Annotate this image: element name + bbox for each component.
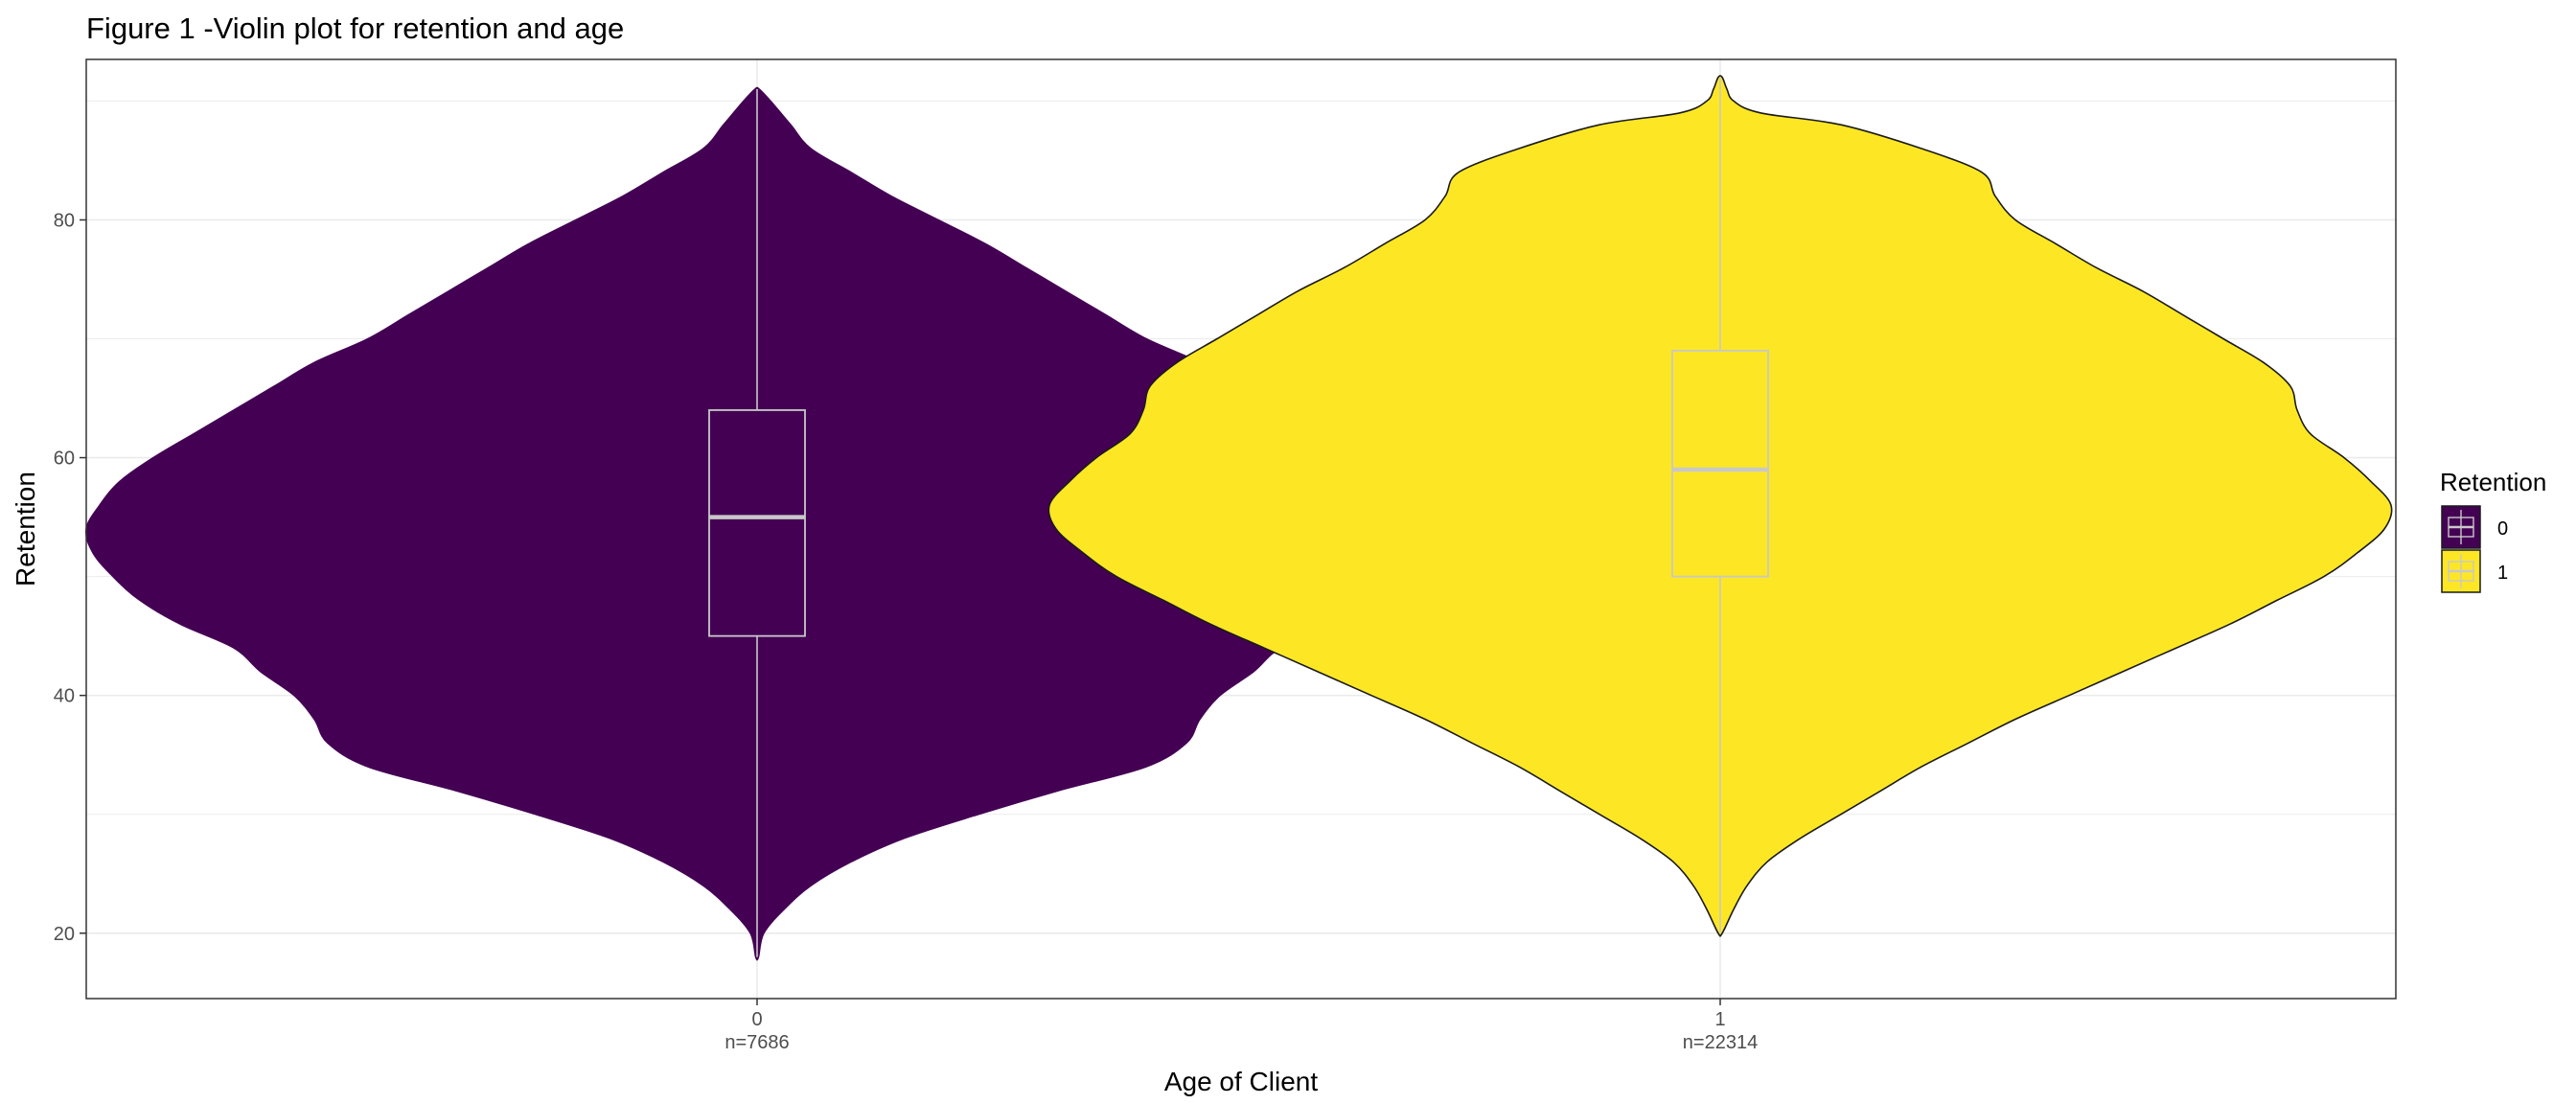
legend-title: Retention: [2440, 468, 2546, 496]
legend: Retention 01: [2440, 468, 2546, 593]
legend-key-1: 1: [2441, 549, 2508, 593]
x-count-label: n=22314: [1683, 1032, 1758, 1053]
violins: [84, 75, 2393, 961]
x-axis-title: Age of Client: [1164, 1067, 1319, 1096]
y-tick-label: 80: [54, 210, 75, 231]
box-iqr-1: [1671, 350, 1769, 578]
x-count-label: n=7686: [724, 1032, 789, 1053]
legend-label: 0: [2497, 518, 2508, 540]
x-tick-label: 1: [1714, 1009, 1725, 1030]
boxplots: [708, 77, 1769, 957]
y-axis: 20 40 60 80: [54, 210, 86, 945]
plot-panel-border: [85, 58, 2397, 1000]
violin-group-1: [1047, 75, 2393, 937]
y-axis-title: Retention: [11, 472, 40, 586]
chart-title: Figure 1 -Violin plot for retention and …: [86, 12, 624, 45]
violin-group-0: [84, 86, 1430, 961]
x-tick-label: 0: [751, 1009, 762, 1030]
legend-keys: 01: [2441, 505, 2508, 593]
y-tick-label: 60: [54, 448, 75, 470]
x-axis: 0n=7686 1n=22314: [724, 999, 1758, 1053]
legend-label: 1: [2497, 563, 2508, 584]
legend-key-0: 0: [2441, 505, 2508, 549]
box-iqr-0: [708, 409, 806, 637]
y-tick-label: 20: [54, 924, 75, 945]
y-tick-label: 40: [54, 686, 75, 707]
